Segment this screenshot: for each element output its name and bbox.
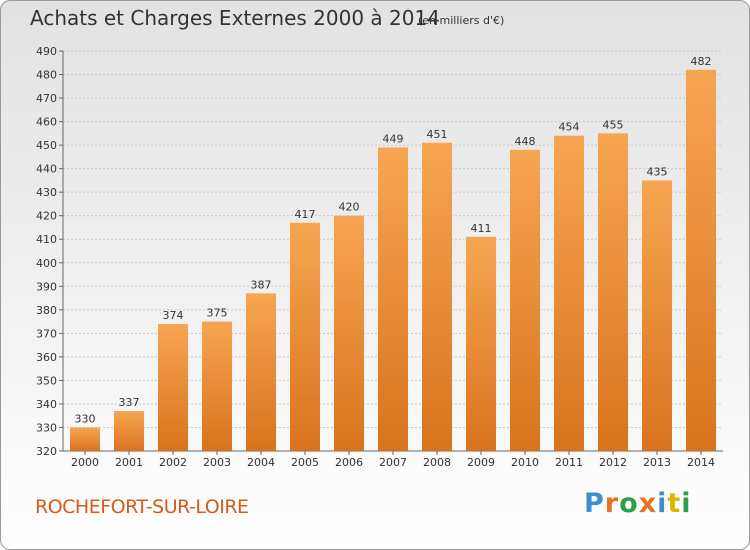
labels: 2000 330 2001 337 2002 374 2003 375 2004 387 2005 4…	[71, 55, 715, 469]
x-tick-label-2008: 2008	[423, 456, 451, 469]
x-tick-label-2006: 2006	[335, 456, 363, 469]
value-label-2008: 451	[427, 128, 448, 141]
value-label-2002: 374	[163, 309, 184, 322]
logo-letter: i	[657, 488, 668, 519]
bar-2013	[642, 180, 672, 452]
location-label: ROCHEFORT-SUR-LOIRE	[35, 496, 249, 518]
y-tick-label: 350	[36, 374, 57, 387]
bars	[70, 69, 716, 452]
value-label-2001: 337	[119, 396, 140, 409]
bar-2007	[378, 147, 408, 451]
x-tick-label-2010: 2010	[511, 456, 539, 469]
bar-2011	[554, 135, 584, 452]
y-tick-label: 470	[36, 92, 57, 105]
bar-2008	[422, 142, 452, 451]
x-tick-label-2009: 2009	[467, 456, 495, 469]
x-tick-label-2004: 2004	[247, 456, 275, 469]
logo-letter: o	[619, 488, 639, 519]
value-label-2007: 449	[383, 132, 404, 145]
x-tick-label-2014: 2014	[687, 456, 715, 469]
y-tick-label: 380	[36, 304, 57, 317]
bar-2009	[466, 236, 496, 451]
y-tick-label: 330	[36, 421, 57, 434]
value-label-2006: 420	[339, 201, 360, 214]
y-tick-label: 320	[36, 445, 57, 458]
bar-2014	[686, 69, 716, 451]
x-tick-label-2012: 2012	[599, 456, 627, 469]
logo-letter: i	[681, 488, 692, 519]
y-tick-label: 390	[36, 280, 57, 293]
bar-2003	[202, 321, 232, 451]
x-tick-label-2005: 2005	[291, 456, 319, 469]
bar-2000	[70, 427, 100, 451]
value-label-2010: 448	[515, 135, 536, 148]
x-tick-label-2007: 2007	[379, 456, 407, 469]
bar-2004	[246, 293, 276, 451]
bar-2010	[510, 149, 540, 451]
bar-2012	[598, 133, 628, 451]
value-label-2004: 387	[251, 278, 272, 291]
x-tick-label-2002: 2002	[159, 456, 187, 469]
logo-letter: t	[667, 488, 682, 519]
x-tick-label-2003: 2003	[203, 456, 231, 469]
x-tick-label-2013: 2013	[643, 456, 671, 469]
value-label-2000: 330	[75, 412, 96, 425]
bar-2006	[334, 215, 364, 451]
value-label-2013: 435	[647, 165, 668, 178]
bar-2001	[114, 411, 144, 451]
value-label-2012: 455	[603, 118, 624, 131]
y-tick-label: 360	[36, 351, 57, 364]
bar-2002	[158, 323, 188, 451]
proxiti-logo: Proxiti	[584, 488, 692, 519]
y-tick-label: 480	[36, 69, 57, 82]
logo-letter: x	[638, 488, 658, 519]
bar-2005	[290, 222, 320, 451]
x-tick-label-2011: 2011	[555, 456, 583, 469]
value-label-2009: 411	[471, 222, 492, 235]
y-tick-label: 340	[36, 398, 57, 411]
value-label-2014: 482	[691, 55, 712, 68]
value-label-2005: 417	[295, 208, 316, 221]
y-tick-label: 430	[36, 186, 57, 199]
x-tick-label-2001: 2001	[115, 456, 143, 469]
chart-subtitle: (en milliers d'€)	[418, 14, 505, 27]
y-tick-label: 370	[36, 327, 57, 340]
y-tick-label: 460	[36, 116, 57, 129]
y-tick-label: 400	[36, 257, 57, 270]
value-label-2011: 454	[559, 121, 580, 134]
y-tick-label: 420	[36, 210, 57, 223]
chart-title: Achats et Charges Externes 2000 à 2014	[30, 6, 440, 30]
x-tick-label-2000: 2000	[71, 456, 99, 469]
value-label-2003: 375	[207, 307, 228, 320]
y-tick-label: 440	[36, 163, 57, 176]
logo-letter: P	[584, 488, 605, 519]
logo-letter: r	[604, 488, 620, 519]
y-tick-label: 490	[36, 45, 57, 58]
y-tick-label: 410	[36, 233, 57, 246]
y-tick-label: 450	[36, 139, 57, 152]
